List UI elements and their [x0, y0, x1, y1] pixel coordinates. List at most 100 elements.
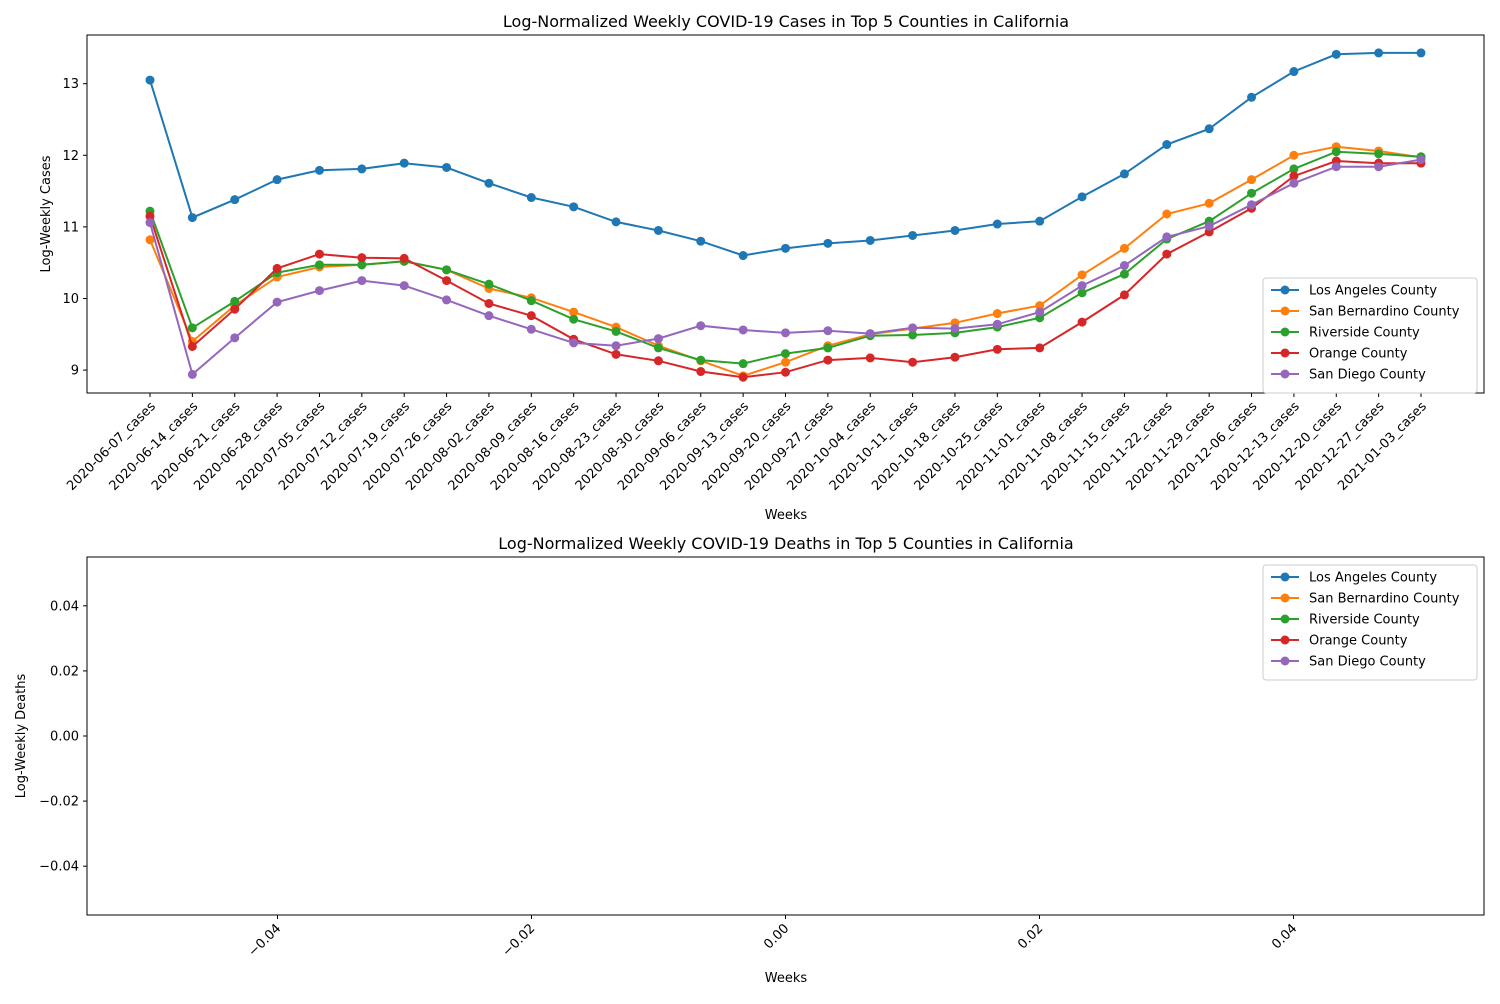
- data-point-orange-county: [399, 253, 409, 263]
- cases-y-tick-label: 13: [62, 77, 79, 92]
- deaths-chart-title: Log-Normalized Weekly COVID-19 Deaths in…: [498, 534, 1073, 553]
- deaths-legend: Los Angeles County San Bernardino County R…: [1262, 564, 1478, 681]
- data-point-los-angeles-county: [1374, 48, 1384, 58]
- data-point-orange-county: [484, 299, 494, 308]
- deaths-x-tick-label: 0.02: [1015, 921, 1046, 952]
- deaths-y-tick-label: 0.02: [50, 664, 79, 679]
- data-point-riverside-county: [1331, 147, 1341, 157]
- data-point-orange-county: [230, 304, 240, 314]
- legend-marker-san-diego-county: [1280, 369, 1290, 379]
- data-point-riverside-county: [1289, 164, 1299, 174]
- data-point-riverside-county: [696, 355, 706, 365]
- data-point-los-angeles-county: [1077, 192, 1087, 202]
- data-point-los-angeles-county: [526, 193, 536, 203]
- data-point-san-bernardino-county: [992, 309, 1002, 319]
- cases-y-tick-label: 12: [62, 149, 79, 164]
- data-point-orange-county: [950, 352, 960, 362]
- data-point-san-bernardino-county: [1077, 270, 1087, 280]
- data-point-los-angeles-county: [908, 230, 918, 240]
- data-point-san-diego-county: [653, 334, 663, 344]
- data-point-san-bernardino-county: [1119, 243, 1129, 253]
- data-point-riverside-county: [908, 330, 918, 340]
- data-point-riverside-county: [569, 314, 579, 324]
- data-point-los-angeles-county: [1416, 48, 1426, 58]
- data-point-riverside-county: [611, 326, 621, 336]
- data-point-los-angeles-county: [611, 217, 621, 227]
- data-point-riverside-county: [526, 296, 536, 306]
- series-line-san-bernardino-county: [149, 145, 1422, 377]
- cases-y-tick-label: 11: [62, 220, 79, 235]
- legend-marker-los-angeles-county: [1280, 285, 1290, 295]
- data-point-san-diego-county: [272, 297, 282, 307]
- data-point-san-diego-county: [950, 324, 960, 334]
- data-point-los-angeles-county: [399, 158, 409, 168]
- data-point-orange-county: [272, 263, 282, 273]
- legend-box: [1262, 564, 1478, 681]
- data-point-orange-county: [865, 353, 875, 363]
- legend-marker-san-bernardino-county: [1280, 593, 1290, 603]
- data-point-san-diego-county: [1119, 261, 1129, 271]
- legend-label-san-diego-county: San Diego County: [1309, 655, 1426, 670]
- data-point-riverside-county: [781, 349, 790, 359]
- data-point-los-angeles-county: [314, 165, 324, 175]
- data-point-san-diego-county: [569, 338, 579, 348]
- data-point-san-diego-county: [145, 218, 155, 228]
- legend-marker-riverside-county: [1280, 614, 1290, 624]
- data-point-los-angeles-county: [1162, 140, 1172, 150]
- data-point-orange-county: [187, 341, 197, 351]
- data-point-san-diego-county: [696, 321, 706, 331]
- data-point-riverside-county: [357, 260, 367, 270]
- cases-x-axis: 2020-06-07_cases2020-06-14_cases2020-06-…: [64, 393, 1430, 494]
- cases-x-axis-label: Weeks: [765, 508, 808, 523]
- data-point-riverside-county: [1247, 188, 1257, 198]
- cases-legend: Los Angeles County San Bernardino County R…: [1262, 277, 1478, 394]
- data-point-orange-county: [145, 211, 155, 221]
- deaths-y-axis: −0.04 −0.02 0.00 0.02 0.04: [39, 599, 87, 875]
- data-point-orange-county: [1119, 290, 1129, 300]
- data-point-los-angeles-county: [781, 243, 790, 253]
- series-line-orange-county: [149, 159, 1421, 379]
- data-point-san-diego-county: [1035, 307, 1045, 317]
- data-point-san-bernardino-county: [1247, 175, 1257, 185]
- data-point-los-angeles-county: [1331, 49, 1341, 59]
- data-point-san-diego-county: [992, 319, 1002, 329]
- cases-y-tick-label: 9: [71, 364, 79, 379]
- deaths-x-axis: −0.04 −0.02 0.00 0.02 0.04: [246, 915, 1300, 960]
- deaths-y-tick-label: 0.04: [50, 599, 79, 614]
- legend-label-los-angeles-county: Los Angeles County: [1309, 571, 1437, 586]
- data-point-orange-county: [1162, 249, 1172, 259]
- deaths-x-tick-label: −0.04: [246, 921, 285, 960]
- data-point-san-diego-county: [1374, 162, 1384, 172]
- data-point-los-angeles-county: [272, 175, 282, 185]
- data-point-los-angeles-county: [653, 225, 663, 235]
- legend-label-orange-county: Orange County: [1309, 634, 1408, 649]
- legend-box: [1262, 277, 1478, 394]
- cases-chart: Log-Normalized Weekly COVID-19 Cases in …: [39, 12, 1485, 523]
- data-point-orange-county: [611, 349, 621, 359]
- data-point-riverside-county: [484, 279, 494, 289]
- data-point-orange-county: [1035, 343, 1045, 353]
- data-point-san-diego-county: [611, 341, 621, 351]
- data-point-san-diego-county: [1077, 281, 1087, 291]
- data-point-los-angeles-county: [484, 178, 494, 188]
- legend-label-san-diego-county: San Diego County: [1309, 368, 1426, 383]
- legend-marker-san-bernardino-county: [1280, 306, 1290, 316]
- legend-label-riverside-county: Riverside County: [1309, 613, 1420, 628]
- data-point-san-diego-county: [1162, 232, 1172, 242]
- data-point-riverside-county: [738, 359, 748, 369]
- legend-label-riverside-county: Riverside County: [1309, 326, 1420, 341]
- data-point-los-angeles-county: [1204, 124, 1214, 134]
- data-point-los-angeles-county: [823, 238, 833, 248]
- data-point-los-angeles-county: [1289, 67, 1299, 77]
- data-point-orange-county: [357, 253, 367, 263]
- deaths-x-axis-label: Weeks: [765, 971, 808, 986]
- data-point-orange-county: [738, 372, 748, 382]
- data-point-riverside-county: [1077, 288, 1087, 298]
- data-point-san-diego-county: [230, 333, 240, 343]
- legend-marker-san-diego-county: [1280, 656, 1290, 666]
- data-point-riverside-county: [187, 323, 197, 333]
- data-point-orange-county: [314, 249, 324, 259]
- data-point-los-angeles-county: [230, 195, 240, 205]
- legend-label-san-bernardino-county: San Bernardino County: [1309, 592, 1460, 607]
- data-point-san-bernardino-county: [145, 235, 155, 245]
